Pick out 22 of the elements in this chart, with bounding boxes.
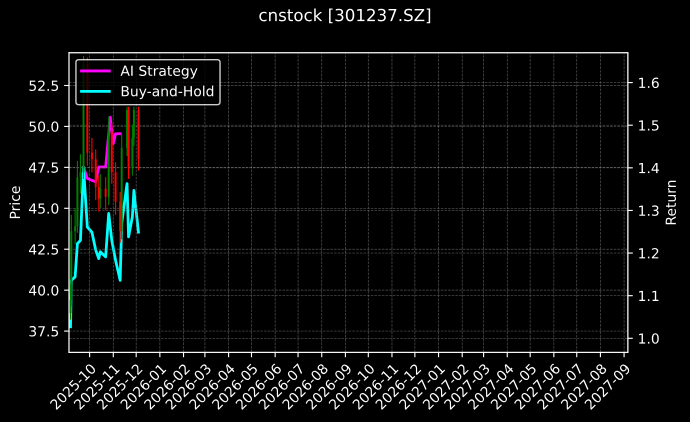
y2-tick-label: 1.4 bbox=[639, 162, 659, 174]
y-tick-label: 37.5 bbox=[29, 326, 58, 337]
y2-tick-label: 1.3 bbox=[639, 205, 659, 216]
legend-label: Buy-and-Hold bbox=[122, 86, 214, 100]
y-tick-label: 42.5 bbox=[29, 244, 58, 255]
candlestick bbox=[90, 137, 93, 173]
legend-label: AI Strategy bbox=[120, 65, 198, 79]
y2-tick-label: 1.1 bbox=[639, 290, 658, 301]
y2-tick-label: 1.2 bbox=[639, 248, 658, 258]
y2-tick-label: 1.6 bbox=[639, 78, 659, 88]
candlestick bbox=[137, 106, 140, 172]
y2-tick-label: 1.0 bbox=[639, 333, 659, 344]
y-tick-label: 40.0 bbox=[29, 285, 58, 296]
y-tick-label: 45.0 bbox=[29, 203, 58, 214]
y-tick-label: 52.5 bbox=[29, 80, 58, 91]
y-axis-title: Price bbox=[9, 186, 20, 218]
y-tick-label: 47.5 bbox=[29, 162, 58, 173]
y2-tick-label: 1.5 bbox=[639, 120, 658, 131]
y2-axis-title: Return bbox=[666, 180, 676, 224]
chart-title: cnstock [301237.SZ] bbox=[259, 8, 430, 24]
y-tick-label: 50.0 bbox=[29, 121, 58, 132]
candlestick bbox=[104, 176, 107, 210]
